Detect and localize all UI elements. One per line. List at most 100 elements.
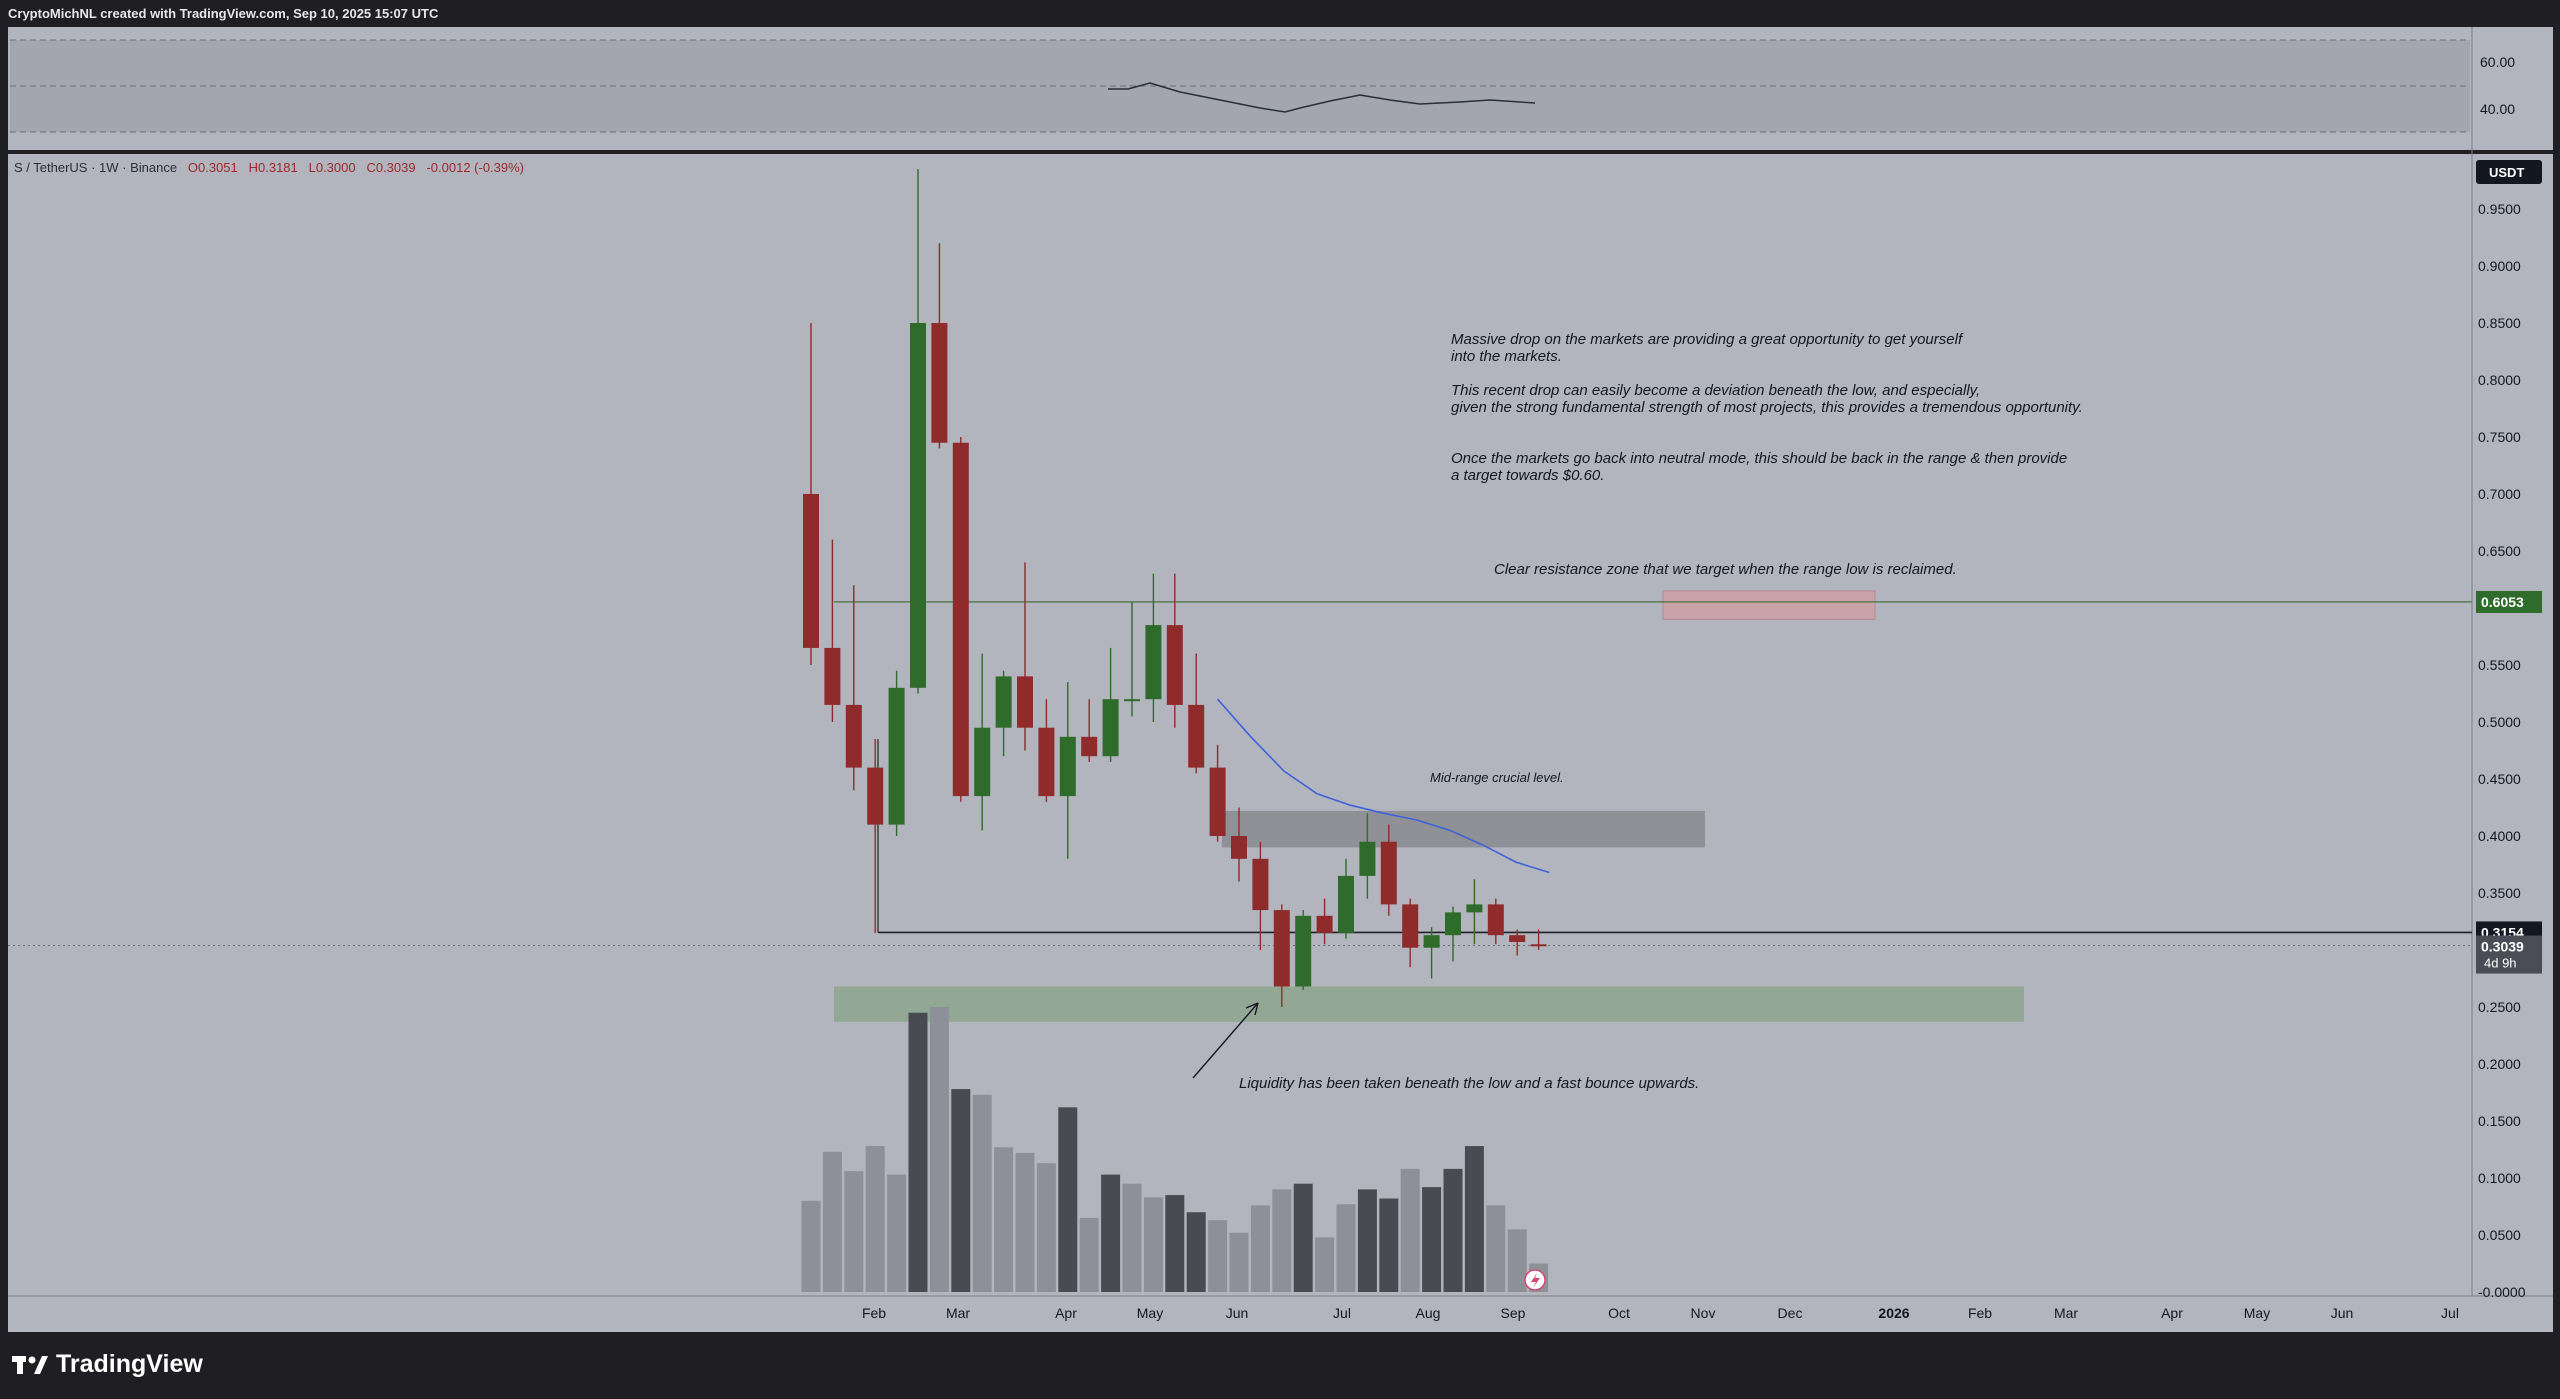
- volume-bar: [822, 1151, 842, 1292]
- support-zone[interactable]: [834, 986, 2024, 1022]
- annotation-main-line: [1451, 365, 2083, 382]
- candle-body[interactable]: [1145, 625, 1162, 700]
- candle-body[interactable]: [888, 687, 905, 825]
- liquidity-arrow: [1192, 1002, 1259, 1079]
- candle-body[interactable]: [910, 323, 926, 688]
- volume-bar: [801, 1200, 821, 1292]
- candle-body[interactable]: [1273, 910, 1290, 987]
- candle-body[interactable]: [995, 676, 1012, 728]
- time-axis-label: Feb: [1968, 1305, 1992, 1321]
- candle-body[interactable]: [1166, 625, 1183, 705]
- price-axis-tick: 0.9000: [2478, 258, 2521, 274]
- annotation-main-line: [1451, 416, 2083, 433]
- moving-average-line[interactable]: [1217, 698, 1550, 874]
- candle-body[interactable]: [1102, 699, 1119, 757]
- ohlc-open: O0.3051: [187, 160, 238, 175]
- candle-body[interactable]: [1081, 736, 1098, 757]
- volume-bar: [1422, 1187, 1442, 1292]
- candle-body[interactable]: [1017, 676, 1033, 728]
- price-axis-tick: 0.8000: [2478, 372, 2521, 388]
- candle-body[interactable]: [845, 704, 862, 768]
- time-axis-label: Jun: [1226, 1305, 1249, 1321]
- candle-body[interactable]: [1059, 736, 1076, 797]
- tradingview-logo[interactable]: TradingView: [12, 1350, 203, 1379]
- time-axis-label: Jun: [2331, 1305, 2354, 1321]
- volume-bar: [1122, 1183, 1142, 1292]
- volume-bar: [1143, 1197, 1163, 1292]
- candle-body[interactable]: [1466, 904, 1483, 913]
- candle-body[interactable]: [931, 323, 948, 443]
- volume-bar: [1272, 1189, 1292, 1292]
- price-axis-tick: 0.7000: [2478, 486, 2521, 502]
- candle-body[interactable]: [1423, 935, 1440, 948]
- candle-body[interactable]: [1188, 704, 1205, 768]
- candle-body[interactable]: [952, 442, 969, 797]
- time-axis-label: Jul: [2441, 1305, 2459, 1321]
- annotation-main-line: Once the markets go back into neutral mo…: [1451, 450, 2068, 467]
- candle-body[interactable]: [1530, 944, 1547, 947]
- tradingview-logo-text: TradingView: [56, 1350, 203, 1378]
- candle-body[interactable]: [803, 494, 819, 648]
- time-axis-label: Apr: [2161, 1305, 2183, 1321]
- left-border: [0, 27, 8, 1332]
- candle-body[interactable]: [1295, 915, 1312, 987]
- candle-body[interactable]: [1124, 699, 1140, 702]
- volume-bar: [1464, 1146, 1484, 1292]
- symbol-legend[interactable]: S / TetherUS · 1W · Binance O0.3051 H0.3…: [14, 160, 524, 175]
- candle-body[interactable]: [1487, 904, 1504, 936]
- resistance-zone[interactable]: [1662, 590, 1876, 620]
- volume-bar: [1443, 1168, 1463, 1292]
- price-axis-tick: 0.0500: [2478, 1227, 2521, 1243]
- candle-body[interactable]: [1209, 767, 1226, 836]
- currency-badge[interactable]: [2476, 160, 2542, 184]
- candle-body[interactable]: [824, 647, 841, 705]
- time-axis-label: 2026: [1878, 1305, 1909, 1321]
- candle-body[interactable]: [1316, 915, 1333, 933]
- annotation-main-line: into the markets.: [1451, 348, 1562, 365]
- time-axis-label: Sep: [1501, 1305, 1526, 1321]
- volume-bar: [1015, 1152, 1035, 1292]
- time-axis-label: Dec: [1778, 1305, 1803, 1321]
- last-price-text: 0.3039: [2481, 939, 2524, 955]
- candle-body[interactable]: [1338, 875, 1354, 933]
- rsi-line[interactable]: [1108, 82, 1536, 113]
- volume-bar: [1315, 1237, 1335, 1292]
- candle-body[interactable]: [974, 727, 991, 797]
- rsi-axis-tick: 60.00: [2480, 54, 2515, 70]
- candle-body[interactable]: [1359, 841, 1376, 876]
- ohlc-high: H0.3181: [248, 160, 298, 175]
- candle-body[interactable]: [1380, 841, 1397, 905]
- tradingview-logo-icon: [12, 1354, 48, 1376]
- currency-badge-label: USDT: [2489, 165, 2524, 180]
- rsi-axis-tick: 40.00: [2480, 101, 2515, 117]
- volume-bar: [1208, 1220, 1228, 1292]
- candle-body[interactable]: [1402, 904, 1419, 948]
- time-axis-label: Mar: [2054, 1305, 2078, 1321]
- candle-body[interactable]: [1038, 727, 1055, 797]
- annotation-main-line: This recent drop can easily become a dev…: [1451, 382, 1981, 399]
- top-bar: [0, 0, 2560, 27]
- ohlc-low: L0.3000: [308, 160, 356, 175]
- time-axis-label: May: [2244, 1305, 2270, 1321]
- annotation-liquidity: Liquidity has been taken beneath the low…: [1239, 1075, 1700, 1092]
- midrange-zone[interactable]: [1222, 810, 1705, 848]
- pane-separator[interactable]: [8, 150, 2553, 154]
- volume-bar: [929, 1007, 949, 1292]
- price-axis-tick: 0.7500: [2478, 429, 2521, 445]
- price-axis-tick: 0.1500: [2478, 1113, 2521, 1129]
- price-axis-tick: 0.9500: [2478, 201, 2521, 217]
- annotation-midrange: Mid-range crucial level.: [1430, 770, 1564, 785]
- candle-body[interactable]: [1252, 858, 1269, 911]
- candle-body[interactable]: [1509, 935, 1526, 943]
- candle-body[interactable]: [867, 767, 884, 825]
- time-axis-label: Mar: [946, 1305, 970, 1321]
- symbol-name: S / TetherUS · 1W · Binance: [14, 160, 178, 175]
- volume-bar: [887, 1174, 907, 1292]
- volume-bar: [844, 1171, 864, 1292]
- candle-body[interactable]: [1445, 912, 1461, 936]
- candle-body[interactable]: [1231, 836, 1247, 859]
- annotation-main-line: a target towards $0.60.: [1451, 467, 1605, 484]
- time-axis-label: May: [1137, 1305, 1163, 1321]
